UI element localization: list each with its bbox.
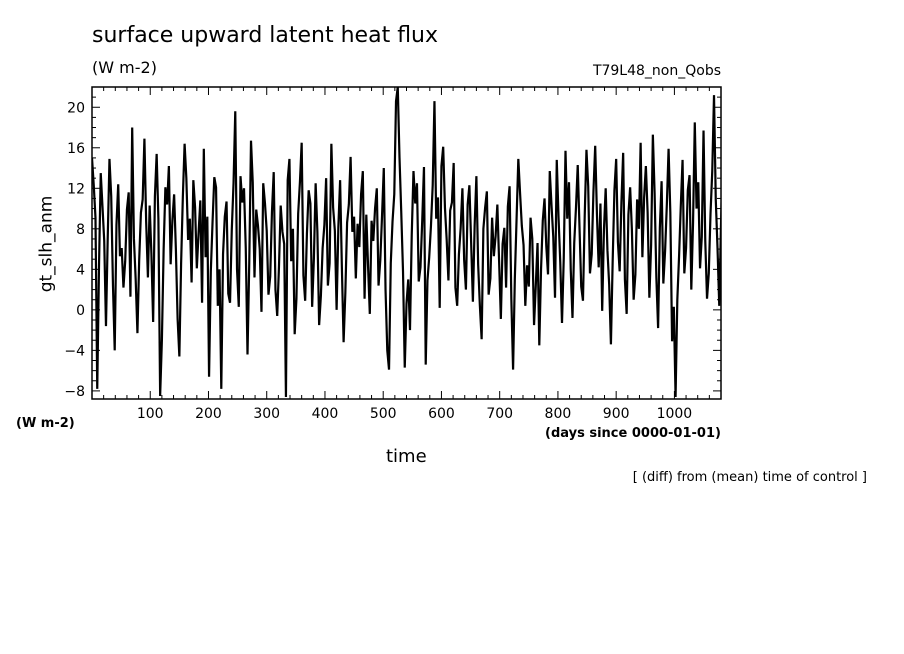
x-tick-label: 800 <box>545 406 572 422</box>
y-units-label: (W m-2) <box>16 416 75 431</box>
x-tick-label: 300 <box>253 406 280 422</box>
ticks-layer: 100 200 300 400 500 600 700 800 900 1000 −8 −4 0 4 8 12… <box>64 86 722 422</box>
x-tick-label: 600 <box>428 406 455 422</box>
y-tick-label: 0 <box>76 303 85 319</box>
plot-frame <box>91 86 722 400</box>
note-label: [ (diff) from (mean) time of control ] <box>632 470 867 485</box>
y-tick-label: 4 <box>76 262 85 278</box>
chart-title: surface upward latent heat flux <box>92 23 439 48</box>
y-tick-label: 20 <box>67 100 85 116</box>
x-tick-label: 200 <box>195 406 222 422</box>
series-line <box>92 87 721 397</box>
experiment-label: T79L48_non_Qobs <box>592 63 721 79</box>
x-tick-label: 100 <box>137 406 164 422</box>
x-tick-label: 900 <box>603 406 630 422</box>
y-tick-label: −4 <box>64 343 85 359</box>
y-tick-label: 12 <box>67 181 85 197</box>
chart-units-label: (W m-2) <box>92 58 157 77</box>
y-tick-label: 8 <box>76 222 85 238</box>
x-tick-label: 1000 <box>657 406 693 422</box>
x-tick-label: 400 <box>312 406 339 422</box>
x-axis-label: time <box>386 446 427 467</box>
series-layer <box>92 87 721 397</box>
x-units-label: (days since 0000-01-01) <box>545 426 721 441</box>
y-tick-label: 16 <box>67 141 85 157</box>
x-tick-label: 500 <box>370 406 397 422</box>
y-tick-label: −8 <box>64 384 85 400</box>
x-tick-label: 700 <box>486 406 513 422</box>
